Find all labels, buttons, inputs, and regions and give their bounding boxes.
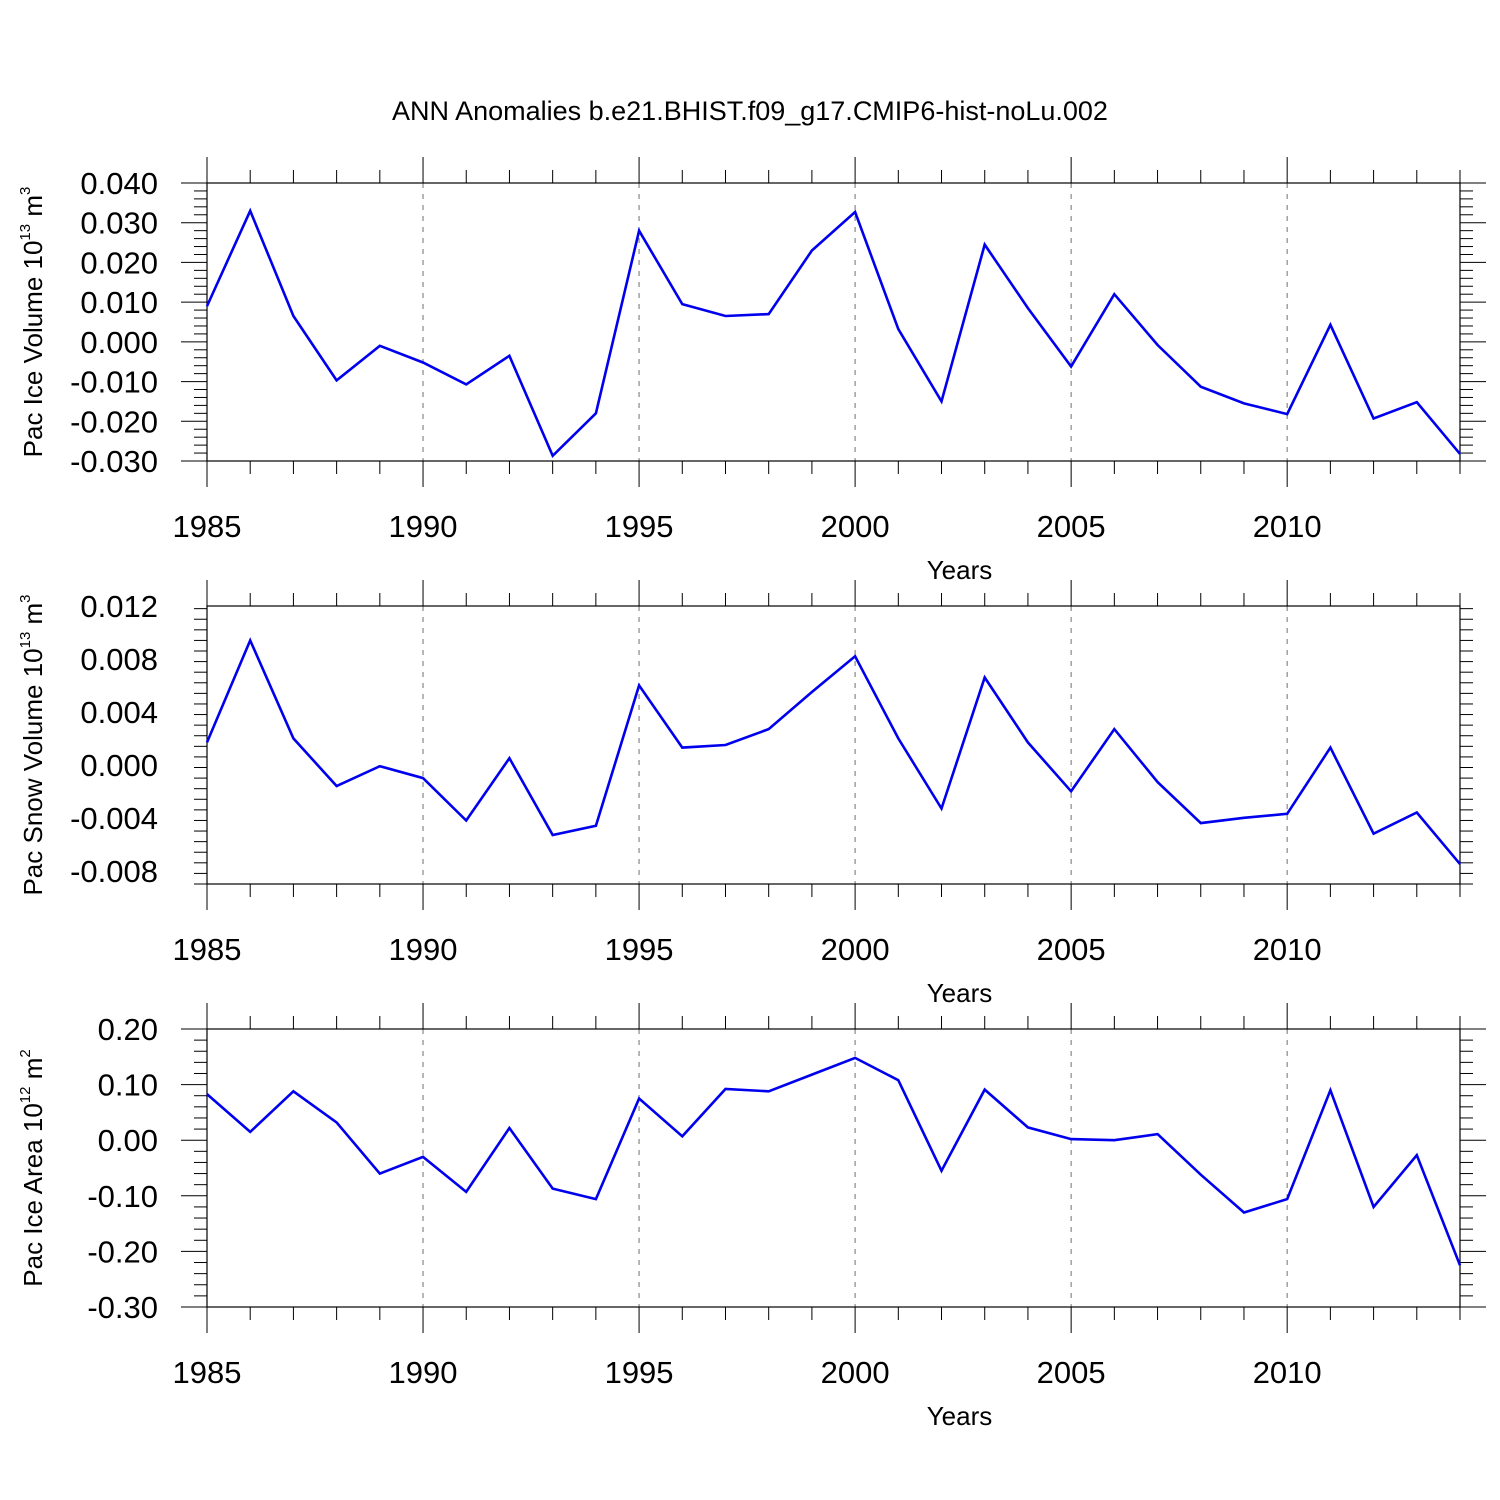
x-tick-label-5: 2010 xyxy=(1253,932,1322,967)
y-axis-label: Pac Ice Area 1012 m2 xyxy=(17,1049,48,1286)
y-tick-label-2: -0.10 xyxy=(87,1179,158,1214)
x-tick-label-1: 1990 xyxy=(389,1355,458,1390)
y-tick-label-5: 0.012 xyxy=(80,589,158,624)
series-line-1 xyxy=(205,637,1461,865)
x-tick-label-4: 2005 xyxy=(1037,1355,1106,1390)
y-tick-label-5: 0.20 xyxy=(98,1012,158,1047)
y-tick-label-5: 0.020 xyxy=(80,245,158,280)
y-tick-label-4: 0.008 xyxy=(80,642,158,677)
x-axis-label: Years xyxy=(927,1401,993,1431)
y-tick-label-1: -0.020 xyxy=(70,404,158,439)
x-tick-label-1: 1990 xyxy=(389,932,458,967)
plot-frame xyxy=(206,182,1461,462)
y-tick-label-7: 0.040 xyxy=(80,166,158,201)
series-line-1 xyxy=(205,207,1461,459)
y-tick-label-3: 0.004 xyxy=(80,695,158,730)
y-tick-label-2: -0.010 xyxy=(70,365,158,400)
y-axis-label-main: Pac Ice Area 10 xyxy=(18,1103,48,1287)
x-tick-label-1: 1990 xyxy=(389,509,458,544)
y-axis-label: Pac Ice Volume 1013 m3 xyxy=(17,187,48,458)
y-tick-label-4: 0.10 xyxy=(98,1068,158,1103)
plot-frame xyxy=(206,1028,1461,1308)
x-tick-label-2: 1995 xyxy=(605,1355,674,1390)
y-tick-label-2: 0.000 xyxy=(80,748,158,783)
x-tick-label-0: 1985 xyxy=(173,509,242,544)
x-axis-label: Years xyxy=(927,978,993,1008)
y-axis-label-unit: m xyxy=(18,195,48,224)
y-axis-label-exponent: 13 xyxy=(17,224,34,241)
plot-frame xyxy=(206,605,1461,885)
x-tick-label-3: 2000 xyxy=(821,1355,890,1390)
y-axis-label-main: Pac Snow Volume 10 xyxy=(18,648,48,895)
panels: 1985 1990 1995 2000 2005 2010 -0.030 -0.020 -0.0… xyxy=(17,157,1486,1431)
y-axis-label-unit-exponent: 2 xyxy=(17,1049,34,1057)
x-tick-label-0: 1985 xyxy=(173,1355,242,1390)
x-axis-label: Years xyxy=(927,555,993,585)
y-axis-label-exponent: 12 xyxy=(17,1086,34,1103)
y-tick-label-3: 0.00 xyxy=(98,1123,158,1158)
x-tick-label-3: 2000 xyxy=(821,932,890,967)
y-axis-label-unit-exponent: 3 xyxy=(17,594,34,602)
y-axis-label-unit-exponent: 3 xyxy=(17,187,34,195)
x-tick-label-0: 1985 xyxy=(173,932,242,967)
y-tick-label-0: -0.008 xyxy=(70,854,158,889)
y-tick-label-0: -0.030 xyxy=(70,444,158,479)
x-tick-label-4: 2005 xyxy=(1037,509,1106,544)
x-tick-label-3: 2000 xyxy=(821,509,890,544)
panel-1: 1985 1990 1995 2000 2005 2010 -0.030 -0.020 -0.0… xyxy=(17,157,1486,585)
y-tick-label-1: -0.20 xyxy=(87,1234,158,1269)
y-axis-label-unit: m xyxy=(18,1058,48,1087)
y-tick-label-4: 0.010 xyxy=(80,285,158,320)
x-tick-label-2: 1995 xyxy=(605,932,674,967)
y-tick-label-3: 0.000 xyxy=(80,325,158,360)
y-tick-label-1: -0.004 xyxy=(70,801,158,836)
x-tick-label-5: 2010 xyxy=(1253,509,1322,544)
x-tick-label-4: 2005 xyxy=(1037,932,1106,967)
y-axis-label-main: Pac Ice Volume 10 xyxy=(18,241,48,458)
x-tick-label-5: 2010 xyxy=(1253,1355,1322,1390)
series-line-1 xyxy=(206,1056,1462,1266)
y-axis-label-unit: m xyxy=(18,603,48,632)
panel-2: 1985 1990 1995 2000 2005 2010 -0.008 -0.004 0.00… xyxy=(17,580,1473,1008)
y-tick-label-6: 0.030 xyxy=(80,206,158,241)
y-axis-label: Pac Snow Volume 1013 m3 xyxy=(17,594,48,895)
y-tick-label-0: -0.30 xyxy=(87,1290,158,1325)
x-tick-label-2: 1995 xyxy=(605,509,674,544)
y-axis-label-exponent: 13 xyxy=(17,632,34,649)
figure-title: ANN Anomalies b.e21.BHIST.f09_g17.CMIP6-… xyxy=(392,96,1108,126)
panel-3: 1985 1990 1995 2000 2005 2010 -0.30 -0.20 -0.10 0… xyxy=(17,1003,1486,1431)
